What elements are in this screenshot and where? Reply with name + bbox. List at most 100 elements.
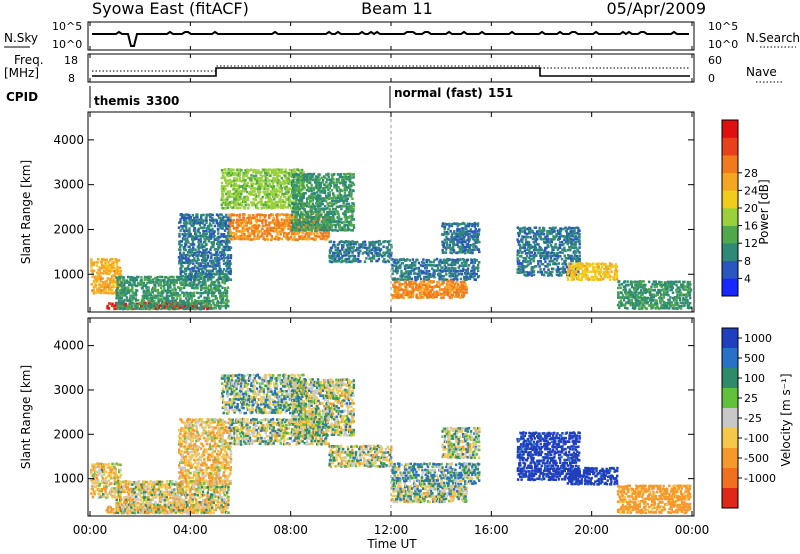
heatmap-cell — [300, 225, 303, 229]
heatmap-cell — [282, 174, 286, 177]
heatmap-cell — [295, 193, 299, 196]
heatmap-cell — [518, 229, 522, 233]
heatmap-cell — [425, 278, 428, 282]
heatmap-cell — [435, 264, 439, 267]
heatmap-cell — [243, 227, 246, 230]
heatmap-cell — [460, 261, 464, 265]
heatmap-cell — [399, 275, 402, 278]
heatmap-cell — [203, 278, 206, 281]
heatmap-cell — [144, 283, 148, 287]
heatmap-cell — [263, 201, 266, 205]
heatmap-cell — [208, 302, 212, 306]
heatmap-cell — [274, 173, 277, 177]
heatmap-cell — [393, 261, 397, 264]
heatmap-cell — [328, 186, 332, 190]
heatmap-cell — [124, 286, 127, 290]
heatmap-cell — [315, 229, 319, 232]
heatmap-cell — [221, 198, 225, 202]
heatmap-cell — [104, 261, 107, 264]
heatmap-cell — [192, 262, 195, 265]
power-heatmap — [90, 113, 693, 311]
heatmap-cell — [201, 243, 204, 246]
heatmap-cell — [237, 187, 241, 190]
heatmap-cell — [547, 268, 550, 271]
heatmap-cell — [403, 267, 407, 270]
heatmap-cell — [231, 224, 234, 228]
heatmap-cell — [423, 280, 426, 283]
heatmap-cell — [283, 222, 287, 225]
heatmap-cell — [536, 237, 539, 241]
heatmap-cell — [569, 248, 572, 252]
heatmap-cell — [345, 202, 348, 205]
heatmap-cell — [478, 250, 481, 254]
heatmap-cell — [571, 272, 574, 276]
heatmap-cell — [348, 255, 351, 258]
heatmap-cell — [182, 215, 186, 219]
heatmap-cell — [228, 234, 231, 238]
heatmap-cell — [167, 283, 171, 287]
heatmap-cell — [322, 218, 325, 222]
heatmap-cell — [161, 302, 165, 306]
heatmap-cell — [530, 274, 533, 277]
heatmap-cell — [461, 288, 464, 291]
heatmap-cell — [310, 207, 313, 210]
heatmap-cell — [183, 267, 187, 271]
heatmap-cell — [310, 220, 313, 223]
heatmap-cell — [301, 168, 304, 172]
heatmap-cell — [242, 176, 245, 180]
heatmap-cell — [243, 195, 246, 199]
heatmap-cell — [146, 282, 149, 285]
heatmap-cell — [297, 218, 300, 222]
heatmap-cell — [555, 273, 559, 277]
heatmap-cell — [351, 251, 354, 254]
heatmap-cell — [252, 176, 255, 180]
heatmap-cell — [205, 216, 208, 219]
heatmap-cell — [254, 195, 257, 199]
heatmap-cell — [403, 278, 407, 281]
heatmap-cell — [229, 182, 233, 185]
heatmap-cell — [181, 227, 184, 230]
heatmap-cell — [146, 294, 149, 298]
heatmap-cell — [236, 218, 239, 222]
heatmap-cell — [199, 294, 202, 298]
heatmap-cell — [97, 288, 100, 291]
heatmap-cell — [296, 238, 299, 241]
heatmap-cell — [292, 207, 295, 210]
heatmap-cell — [298, 216, 302, 219]
heatmap-cell — [261, 221, 264, 224]
heatmap-cell — [369, 243, 372, 247]
heatmap-cell — [551, 270, 554, 274]
heatmap-cell — [202, 213, 205, 217]
heatmap-cell — [94, 277, 98, 281]
heatmap-cell — [240, 180, 243, 183]
heatmap-cell — [208, 307, 212, 310]
heatmap-cell — [567, 256, 571, 260]
heatmap-cell — [117, 296, 120, 299]
heatmap-cell — [244, 189, 247, 193]
heatmap-cell — [399, 264, 402, 267]
heatmap-cell — [174, 301, 177, 304]
heatmap-cell — [206, 264, 210, 268]
heatmap-cell — [273, 187, 276, 190]
heatmap-cell — [227, 168, 230, 171]
heatmap-cell — [244, 219, 247, 222]
heatmap-cell — [255, 174, 258, 177]
heatmap-cell — [90, 283, 93, 286]
heatmap-cell — [156, 288, 159, 292]
heatmap-cell — [524, 238, 528, 241]
heatmap-cell — [147, 286, 150, 289]
heatmap-cell — [136, 304, 140, 307]
heatmap-cell — [351, 197, 354, 200]
heatmap-cell — [98, 269, 101, 272]
heatmap-cell — [577, 249, 580, 252]
heatmap-cell — [286, 232, 289, 236]
heatmap-cell — [370, 259, 373, 263]
heatmap-cell — [433, 295, 436, 299]
heatmap-cell — [412, 293, 415, 296]
heatmap-cell — [128, 302, 132, 306]
heatmap-cell — [463, 281, 466, 284]
heatmap-cell — [412, 269, 416, 272]
heatmap-cell — [288, 204, 292, 207]
heatmap-cell — [564, 259, 567, 263]
heatmap-cell — [530, 246, 533, 250]
